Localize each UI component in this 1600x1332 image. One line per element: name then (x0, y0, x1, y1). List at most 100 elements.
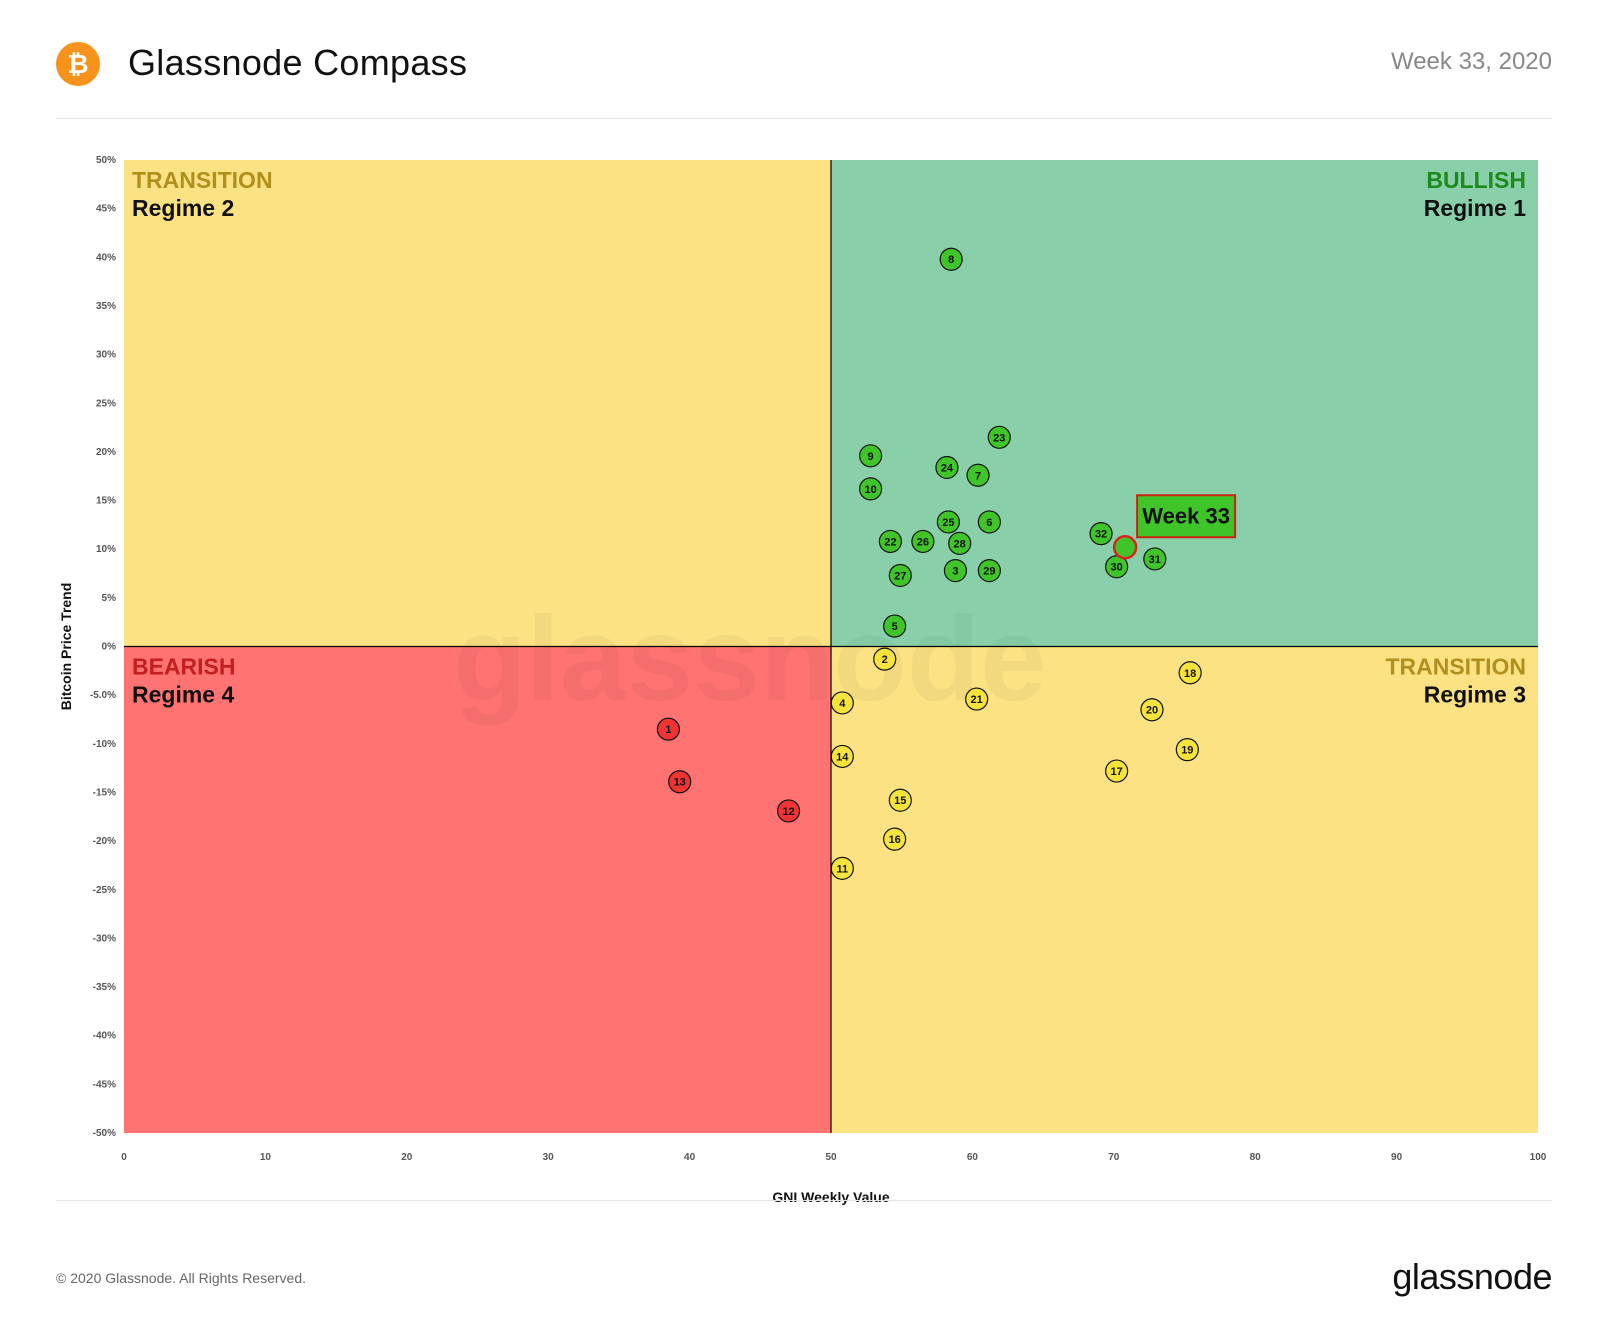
data-point-label: 11 (836, 863, 848, 875)
y-tick-label: -15% (93, 787, 116, 798)
quadrant-name-bottom-right: TRANSITION (1385, 654, 1526, 680)
data-point-label: 32 (1095, 529, 1107, 541)
y-tick-label: 35% (96, 301, 116, 312)
x-tick-label: 80 (1250, 1152, 1262, 1163)
header: ₿ Glassnode Compass Week 33, 2020 (56, 34, 1552, 118)
data-point-label: 1 (665, 724, 671, 736)
data-point-1: 1 (656, 717, 680, 741)
current-week-marker (1112, 535, 1138, 560)
y-tick-label: -20% (93, 836, 116, 847)
y-tick-label: 40% (96, 252, 116, 263)
data-point-marker (977, 559, 1001, 583)
y-tick-label: -35% (93, 982, 116, 993)
data-point-label: 3 (952, 566, 958, 578)
data-point-marker (888, 788, 912, 812)
data-point-label: 16 (889, 834, 901, 846)
data-point-7: 7 (966, 463, 990, 487)
data-point-22: 22 (878, 529, 902, 554)
y-tick-label: 20% (96, 447, 116, 458)
y-tick-label: 30% (96, 350, 116, 361)
data-point-label: 2 (882, 654, 888, 666)
y-tick-label: 25% (96, 398, 116, 409)
data-point-label: 20 (1146, 705, 1158, 717)
data-point-marker (883, 614, 907, 638)
data-point-label: 19 (1181, 745, 1193, 757)
data-point-13: 13 (668, 770, 692, 794)
y-tick-label: -10% (93, 739, 116, 750)
quadrant-regime-bottom-right: Regime 3 (1424, 682, 1526, 708)
data-point-marker (1089, 522, 1113, 546)
data-point-label: 14 (836, 751, 849, 763)
copyright-text: © 2020 Glassnode. All Rights Reserved. (56, 1270, 307, 1286)
data-point-31: 31 (1143, 547, 1167, 571)
data-point-label: 30 (1111, 562, 1123, 574)
data-point-29: 29 (977, 559, 1001, 583)
data-point-4: 4 (830, 691, 854, 715)
data-point-32: 32 (1089, 522, 1113, 546)
data-point-label: 8 (948, 254, 954, 266)
week-label: Week 33, 2020 (1390, 48, 1552, 75)
y-tick-label: -5.0% (90, 690, 116, 701)
data-point-label: 15 (894, 795, 906, 807)
data-point-label: 29 (983, 566, 995, 578)
data-point-label: 18 (1184, 668, 1196, 680)
quadrant-bottom-right (831, 646, 1538, 1133)
data-point-label: 10 (864, 484, 876, 496)
data-point-marker (878, 529, 902, 554)
data-point-3: 3 (943, 559, 968, 583)
quadrant-regime-top-right: Regime 1 (1424, 195, 1526, 221)
x-tick-label: 0 (121, 1152, 127, 1163)
data-point-label: 9 (868, 451, 874, 463)
watermark: glassnode (453, 592, 1047, 726)
y-tick-label: -25% (93, 885, 116, 896)
data-point-14: 14 (830, 744, 854, 769)
y-tick-label: 0% (102, 642, 117, 653)
x-tick-label: 20 (401, 1152, 413, 1163)
data-point-marker (668, 770, 692, 794)
data-point-12: 12 (776, 799, 801, 823)
data-point-label: 23 (993, 432, 1005, 444)
data-point-marker (1105, 759, 1129, 783)
page-title: Glassnode Compass (128, 42, 468, 83)
data-point-label: 24 (941, 462, 954, 474)
current-week-callout-label: Week 33 (1142, 503, 1230, 528)
data-point-6: 6 (977, 510, 1001, 534)
data-point-8: 8 (939, 247, 963, 271)
data-point-21: 21 (965, 687, 989, 711)
y-tick-label: -50% (93, 1128, 116, 1139)
data-point-label: 27 (894, 570, 906, 582)
data-point-11: 11 (830, 856, 854, 880)
data-point-label: 26 (917, 536, 929, 548)
quadrant-name-top-left: TRANSITION (132, 167, 273, 193)
x-tick-label: 30 (543, 1152, 555, 1163)
data-point-marker (873, 647, 897, 671)
data-point-marker (1178, 661, 1202, 685)
data-point-marker (858, 444, 883, 468)
data-point-marker (936, 510, 960, 534)
data-point-marker (830, 744, 854, 769)
data-point-label: 25 (942, 517, 954, 529)
data-point-marker (935, 455, 959, 480)
current-week-callout-box (1136, 494, 1237, 539)
data-point-marker (1175, 738, 1199, 762)
y-tick-label: -45% (93, 1079, 116, 1090)
data-point-27: 27 (888, 563, 912, 588)
data-point-marker (1143, 547, 1167, 571)
data-point-28: 28 (948, 531, 972, 555)
data-point-23: 23 (987, 425, 1011, 449)
data-point-26: 26 (911, 529, 935, 554)
x-tick-label: 60 (967, 1152, 979, 1163)
quadrant-top-left (124, 160, 831, 647)
data-point-marker (858, 477, 883, 501)
data-point-label: 5 (892, 621, 898, 633)
y-tick-label: 50% (96, 155, 116, 166)
x-tick-label: 90 (1391, 1152, 1403, 1163)
data-point-label: 4 (839, 698, 846, 710)
data-point-marker (656, 717, 680, 741)
quadrant-bottom-left (124, 646, 831, 1133)
quadrant-regime-bottom-left: Regime 4 (132, 682, 234, 708)
data-point-marker (966, 463, 990, 487)
data-point-marker (948, 531, 972, 555)
data-point-marker (830, 856, 854, 880)
